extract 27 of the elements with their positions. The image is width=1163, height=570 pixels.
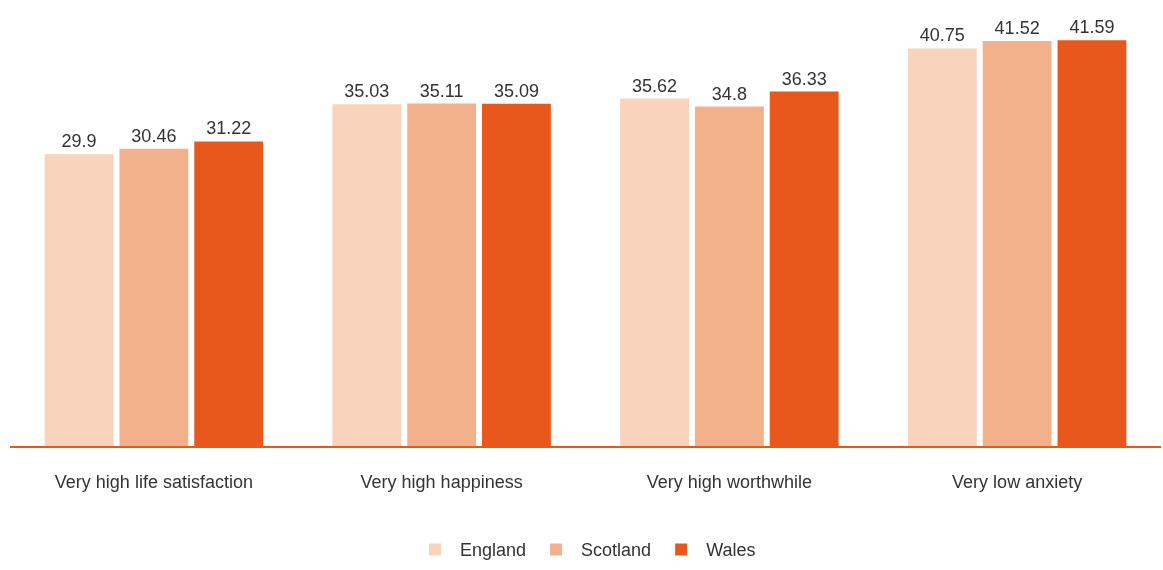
- bar: [119, 148, 189, 446]
- x-tick-label: Very high life satisfaction: [54, 471, 253, 492]
- data-label: 41.59: [1069, 17, 1115, 38]
- data-label: 35.62: [632, 75, 678, 96]
- legend-label: England: [460, 540, 527, 561]
- data-label: 29.9: [61, 131, 97, 152]
- data-label: 35.09: [493, 80, 539, 101]
- bar: [44, 154, 114, 446]
- bar: [982, 40, 1052, 446]
- x-tick-label: Very high happiness: [360, 471, 523, 492]
- bar: [407, 103, 477, 446]
- bar: [907, 48, 977, 446]
- data-label: 36.33: [781, 68, 827, 89]
- data-label: 35.03: [344, 81, 390, 102]
- data-label: 35.11: [419, 80, 464, 101]
- bar: [620, 98, 689, 446]
- data-label: 34.8: [711, 83, 747, 104]
- bar: [332, 104, 402, 446]
- data-label: 31.22: [206, 118, 252, 139]
- bar: [694, 106, 764, 446]
- data-label: 41.52: [994, 17, 1040, 38]
- legend-label: Scotland: [581, 540, 652, 561]
- data-label: 30.46: [131, 125, 177, 146]
- data-label: 40.75: [919, 25, 965, 46]
- x-tick-label: Very high worthwhile: [646, 471, 812, 492]
- x-tick-label: Very low anxiety: [952, 471, 1083, 492]
- legend-label: Wales: [706, 540, 756, 561]
